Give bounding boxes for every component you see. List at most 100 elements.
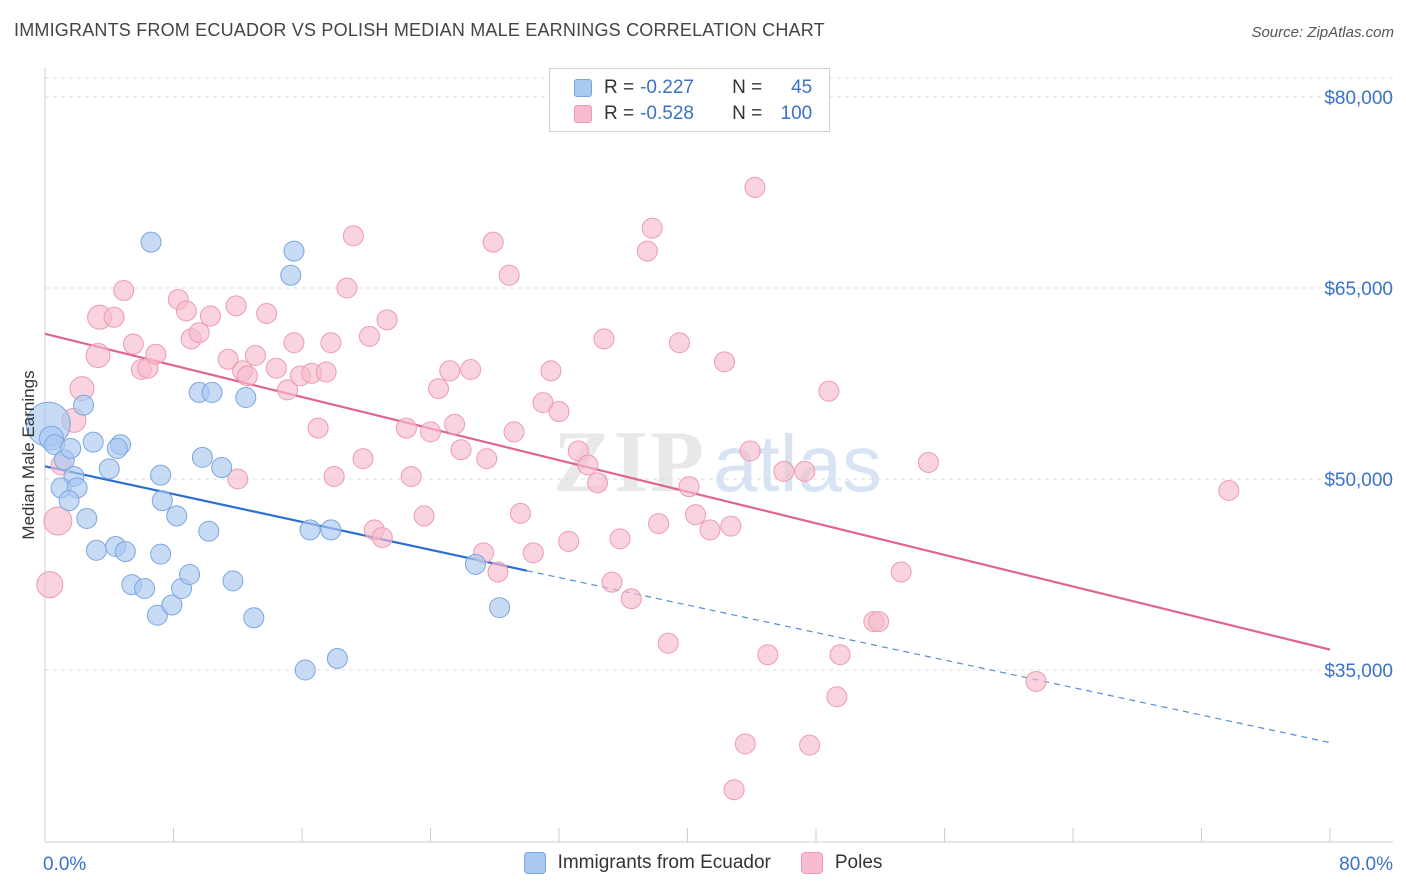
point-poles	[188, 322, 210, 344]
point-poles	[757, 644, 779, 666]
point-ecuador	[150, 464, 172, 486]
point-poles	[1218, 479, 1240, 501]
point-ecuador	[320, 519, 342, 541]
point-ecuador	[161, 594, 183, 616]
point-poles	[699, 519, 721, 541]
trend-line-ecuador-extension	[526, 570, 1331, 744]
point-poles	[428, 378, 450, 400]
point-poles	[277, 379, 299, 401]
tick-labels: $35,000 $50,000 $65,000 $80,000 0.0% 80.0%	[43, 88, 1393, 875]
legend-label-poles: Poles	[834, 852, 883, 873]
point-poles	[145, 343, 167, 365]
point-poles	[227, 468, 249, 490]
legend-item-ecuador[interactable]: Immigrants from Ecuador	[523, 852, 771, 874]
point-poles	[503, 421, 525, 443]
point-poles	[522, 542, 544, 564]
point-poles	[487, 561, 509, 583]
point-poles	[532, 392, 554, 414]
point-poles	[400, 465, 422, 487]
point-poles	[734, 733, 756, 755]
point-poles	[43, 506, 73, 536]
point-poles	[336, 277, 358, 299]
watermark-zip: ZIP	[553, 414, 706, 511]
point-poles	[315, 361, 337, 383]
point-poles	[395, 417, 417, 439]
n-value: 45	[791, 77, 813, 98]
r-label: R =	[604, 77, 635, 98]
point-poles	[352, 448, 374, 470]
point-ecuador	[140, 231, 162, 253]
y-tick-label: $35,000	[1324, 661, 1393, 682]
legend-row-ecuador: R = -0.227 N = 45	[574, 76, 812, 100]
legend-swatch-pink	[574, 105, 592, 123]
point-ecuador	[82, 431, 104, 453]
point-poles	[829, 644, 851, 666]
point-ecuador	[326, 648, 348, 670]
point-ecuador	[60, 437, 82, 459]
point-ecuador	[58, 490, 80, 512]
legend-swatch-pink	[800, 852, 823, 874]
point-poles	[342, 225, 364, 247]
point-ecuador	[211, 457, 233, 479]
point-poles	[818, 380, 840, 402]
y-tick-label: $50,000	[1324, 470, 1393, 491]
point-poles	[482, 231, 504, 253]
point-poles	[685, 504, 707, 526]
point-ecuador	[73, 394, 95, 416]
point-poles	[420, 421, 441, 443]
point-ecuador	[76, 507, 98, 529]
point-poles	[723, 779, 745, 801]
point-ecuador	[114, 541, 136, 563]
point-poles	[320, 332, 342, 354]
point-poles	[636, 240, 658, 262]
legend-row-poles: R = -0.528 N = 100	[574, 102, 812, 126]
point-poles	[609, 528, 631, 550]
point-ecuador	[222, 570, 244, 592]
point-poles	[773, 460, 795, 482]
point-poles	[175, 300, 197, 322]
point-poles	[358, 325, 380, 347]
legend-swatch-blue	[574, 79, 592, 97]
point-poles	[890, 561, 912, 583]
point-poles	[720, 515, 742, 537]
point-poles	[36, 571, 64, 599]
point-poles	[256, 302, 278, 324]
point-ecuador	[151, 490, 173, 512]
point-poles	[476, 448, 498, 470]
point-ecuador	[106, 437, 128, 459]
chart-title: IMMIGRANTS FROM ECUADOR VS POLISH MEDIAN…	[14, 20, 825, 40]
point-ecuador	[179, 564, 201, 585]
point-poles	[236, 365, 258, 387]
r-value: -0.528	[640, 103, 694, 124]
point-ecuador	[201, 381, 223, 403]
point-poles	[265, 357, 287, 379]
point-poles	[713, 351, 735, 373]
point-poles	[826, 686, 848, 708]
legend-item-poles[interactable]: Poles	[800, 852, 883, 874]
point-poles	[744, 176, 766, 198]
point-poles	[376, 309, 398, 331]
point-poles	[217, 348, 239, 370]
point-poles	[577, 454, 599, 476]
n-label: N =	[732, 103, 763, 124]
source-credit: Source: ZipAtlas.com	[1251, 24, 1394, 41]
point-poles	[444, 413, 466, 435]
point-poles	[648, 513, 670, 535]
point-poles	[122, 333, 144, 355]
point-poles	[794, 460, 816, 482]
y-axis-label: Median Male Earnings	[19, 370, 38, 539]
point-poles	[323, 465, 345, 487]
point-ecuador	[464, 553, 486, 575]
point-poles	[199, 305, 221, 327]
point-poles	[113, 280, 135, 302]
r-value: -0.227	[640, 77, 694, 98]
point-ecuador	[243, 607, 265, 629]
data-points	[25, 176, 1240, 801]
point-ecuador	[150, 543, 172, 565]
watermark: ZIP atlas	[553, 414, 882, 511]
point-ecuador	[235, 387, 257, 409]
point-poles	[307, 417, 329, 439]
point-ecuador	[299, 519, 321, 541]
point-poles	[540, 360, 562, 382]
